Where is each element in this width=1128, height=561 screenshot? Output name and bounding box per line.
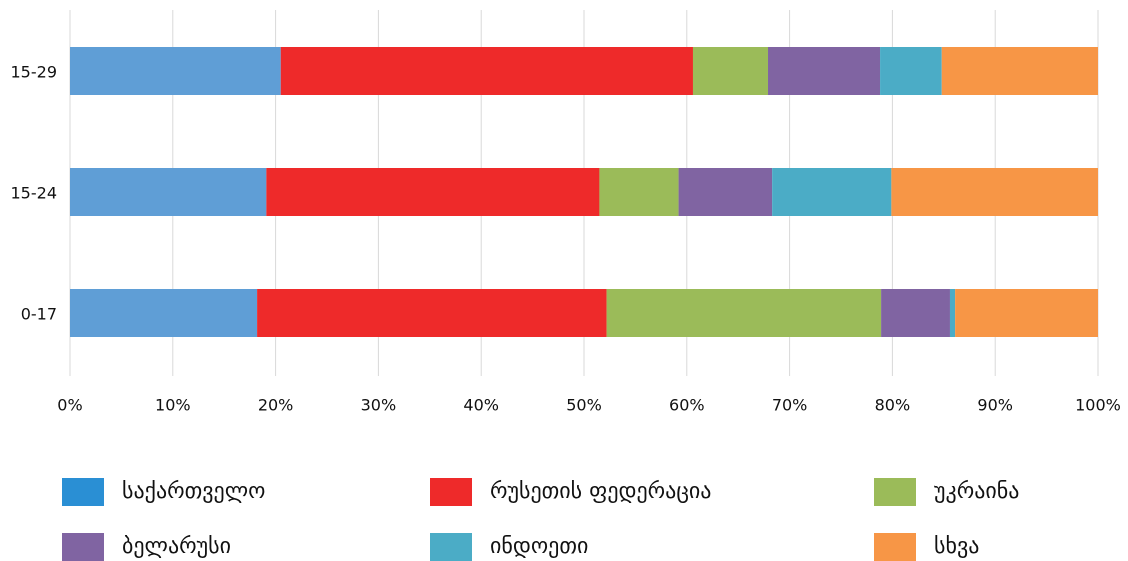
legend-label: საქართველო xyxy=(122,479,265,504)
x-tick-label: 80% xyxy=(875,396,911,415)
x-tick-label: 70% xyxy=(772,396,808,415)
legend-swatch xyxy=(874,478,916,506)
bar-segment xyxy=(606,289,882,337)
legend-label: ბელარუსი xyxy=(122,534,231,559)
legend-swatch xyxy=(62,533,104,561)
legend-label: ინდოეთი xyxy=(490,534,588,559)
bar-segment xyxy=(70,289,258,337)
bar-segment xyxy=(70,47,281,95)
bar-segment xyxy=(280,47,693,95)
y-tick-label: 15-29 xyxy=(11,63,58,82)
x-tick-label: 20% xyxy=(258,396,294,415)
bar-segment xyxy=(70,168,267,216)
legend-label: უკრაინა xyxy=(934,479,1019,504)
legend-swatch xyxy=(874,533,916,561)
bar-segment xyxy=(692,47,769,95)
x-tick-label: 10% xyxy=(155,396,191,415)
legend-label: რუსეთის ფედერაცია xyxy=(490,479,711,504)
x-tick-label: 60% xyxy=(669,396,705,415)
x-tick-label: 0% xyxy=(57,396,82,415)
legend-swatch xyxy=(430,533,472,561)
legend-swatch xyxy=(62,478,104,506)
x-tick-label: 100% xyxy=(1075,396,1121,415)
bar-segment xyxy=(891,168,1098,216)
bar-segment xyxy=(257,289,607,337)
bar-segment xyxy=(678,168,773,216)
bar-segment xyxy=(949,289,956,337)
y-tick-label: 15-24 xyxy=(11,184,58,203)
y-tick-label: 0-17 xyxy=(21,305,57,324)
bar-segment xyxy=(955,289,1098,337)
legend-swatch xyxy=(430,478,472,506)
bar-segment xyxy=(772,168,892,216)
x-tick-label: 90% xyxy=(977,396,1013,415)
x-tick-label: 40% xyxy=(463,396,499,415)
bar-segment xyxy=(768,47,881,95)
x-tick-label: 50% xyxy=(566,396,602,415)
bar-segment xyxy=(599,168,679,216)
legend-label: სხვა xyxy=(934,534,979,559)
bar-segment xyxy=(266,168,600,216)
bar-segment xyxy=(881,289,950,337)
bar-segment xyxy=(941,47,1098,95)
bar-segment xyxy=(880,47,942,95)
x-tick-label: 30% xyxy=(361,396,397,415)
